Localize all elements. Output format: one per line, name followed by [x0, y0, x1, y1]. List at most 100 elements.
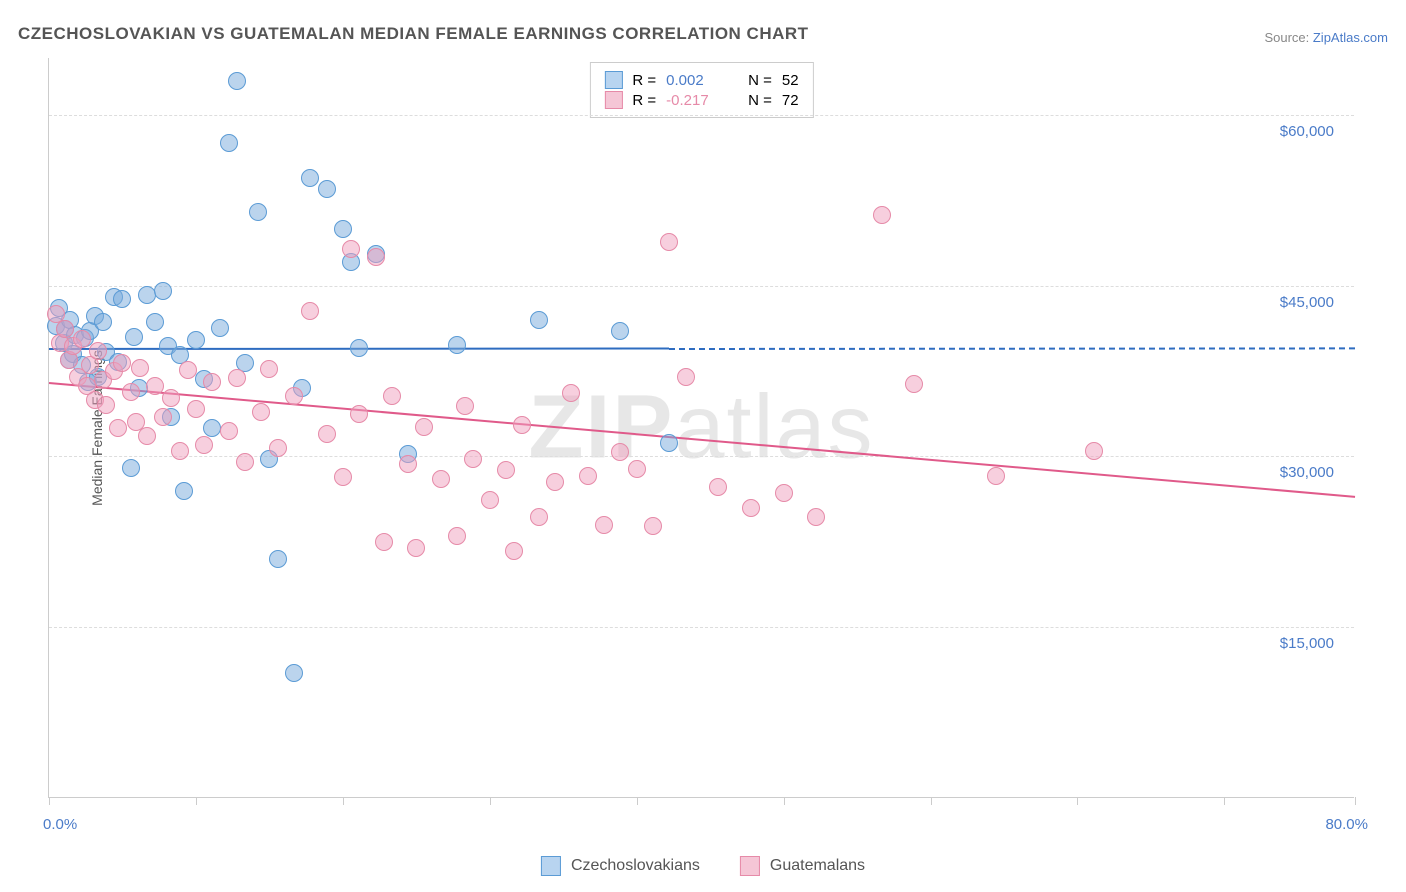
scatter-point	[481, 491, 499, 509]
scatter-point	[677, 368, 695, 386]
scatter-point	[318, 425, 336, 443]
legend-r-label: R =	[632, 72, 656, 89]
scatter-point	[497, 461, 515, 479]
scatter-point	[505, 542, 523, 560]
scatter-point	[89, 342, 107, 360]
xtick	[784, 797, 785, 805]
scatter-point	[109, 419, 127, 437]
scatter-point	[464, 450, 482, 468]
scatter-point	[367, 248, 385, 266]
legend-label-2: Guatemalans	[770, 857, 865, 875]
scatter-point	[203, 419, 221, 437]
scatter-point	[1085, 442, 1103, 460]
scatter-point	[249, 203, 267, 221]
scatter-point	[94, 313, 112, 331]
source-link[interactable]: ZipAtlas.com	[1313, 30, 1388, 45]
scatter-point	[236, 453, 254, 471]
scatter-point	[562, 384, 580, 402]
scatter-point	[228, 72, 246, 90]
legend-n-value-2: 72	[782, 92, 799, 109]
legend-correlation: R = 0.002 N = 52 R = -0.217 N = 72	[589, 62, 813, 118]
legend-r-label: R =	[632, 92, 656, 109]
source-label: Source: ZipAtlas.com	[1264, 30, 1388, 45]
scatter-point	[301, 169, 319, 187]
scatter-point	[432, 470, 450, 488]
scatter-point	[334, 220, 352, 238]
scatter-point	[873, 206, 891, 224]
scatter-point	[775, 484, 793, 502]
xtick	[1224, 797, 1225, 805]
scatter-point	[350, 405, 368, 423]
xtick	[1077, 797, 1078, 805]
gridline	[49, 627, 1354, 628]
scatter-point	[987, 467, 1005, 485]
scatter-point	[269, 439, 287, 457]
scatter-point	[195, 436, 213, 454]
scatter-point	[334, 468, 352, 486]
scatter-point	[301, 302, 319, 320]
scatter-point	[228, 369, 246, 387]
legend-row-1: R = 0.002 N = 52	[604, 71, 798, 89]
ytick-label: $30,000	[1280, 464, 1334, 481]
scatter-point	[162, 389, 180, 407]
legend-r-value-2: -0.217	[666, 92, 722, 109]
scatter-point	[709, 478, 727, 496]
scatter-point	[56, 320, 74, 338]
trend-line	[49, 382, 1355, 498]
scatter-point	[97, 396, 115, 414]
scatter-point	[456, 397, 474, 415]
scatter-point	[807, 508, 825, 526]
scatter-point	[203, 373, 221, 391]
legend-swatch-bottom-2	[740, 856, 760, 876]
scatter-point	[579, 467, 597, 485]
legend-n-label: N =	[748, 72, 772, 89]
scatter-point	[122, 459, 140, 477]
scatter-point	[175, 482, 193, 500]
xtick	[931, 797, 932, 805]
scatter-point	[220, 134, 238, 152]
scatter-point	[187, 331, 205, 349]
scatter-point	[122, 383, 140, 401]
xtick	[1355, 797, 1356, 805]
legend-bottom: Czechoslovakians Guatemalans	[541, 856, 865, 876]
scatter-point	[285, 387, 303, 405]
gridline	[49, 286, 1354, 287]
scatter-point	[415, 418, 433, 436]
legend-label-1: Czechoslovakians	[571, 857, 700, 875]
scatter-point	[220, 422, 238, 440]
scatter-point	[131, 359, 149, 377]
xtick	[196, 797, 197, 805]
scatter-point	[260, 360, 278, 378]
legend-item-2: Guatemalans	[740, 856, 865, 876]
scatter-point	[269, 550, 287, 568]
chart-title: CZECHOSLOVAKIAN VS GUATEMALAN MEDIAN FEM…	[18, 24, 809, 44]
scatter-point	[595, 516, 613, 534]
legend-item-1: Czechoslovakians	[541, 856, 700, 876]
legend-row-2: R = -0.217 N = 72	[604, 91, 798, 109]
legend-swatch-2	[604, 91, 622, 109]
xtick	[490, 797, 491, 805]
scatter-point	[113, 290, 131, 308]
scatter-point	[318, 180, 336, 198]
scatter-point	[448, 527, 466, 545]
scatter-point	[611, 443, 629, 461]
scatter-point	[154, 282, 172, 300]
ytick-label: $60,000	[1280, 123, 1334, 140]
scatter-point	[252, 403, 270, 421]
gridline	[49, 115, 1354, 116]
xlabel-left: 0.0%	[43, 816, 77, 833]
scatter-point	[138, 427, 156, 445]
xtick	[343, 797, 344, 805]
scatter-point	[146, 377, 164, 395]
scatter-point	[660, 434, 678, 452]
xtick	[637, 797, 638, 805]
scatter-point	[285, 664, 303, 682]
legend-r-value-1: 0.002	[666, 72, 722, 89]
scatter-point	[138, 286, 156, 304]
scatter-point	[383, 387, 401, 405]
legend-swatch-bottom-1	[541, 856, 561, 876]
scatter-point	[611, 322, 629, 340]
scatter-point	[530, 508, 548, 526]
ytick-label: $15,000	[1280, 635, 1334, 652]
scatter-point	[113, 354, 131, 372]
